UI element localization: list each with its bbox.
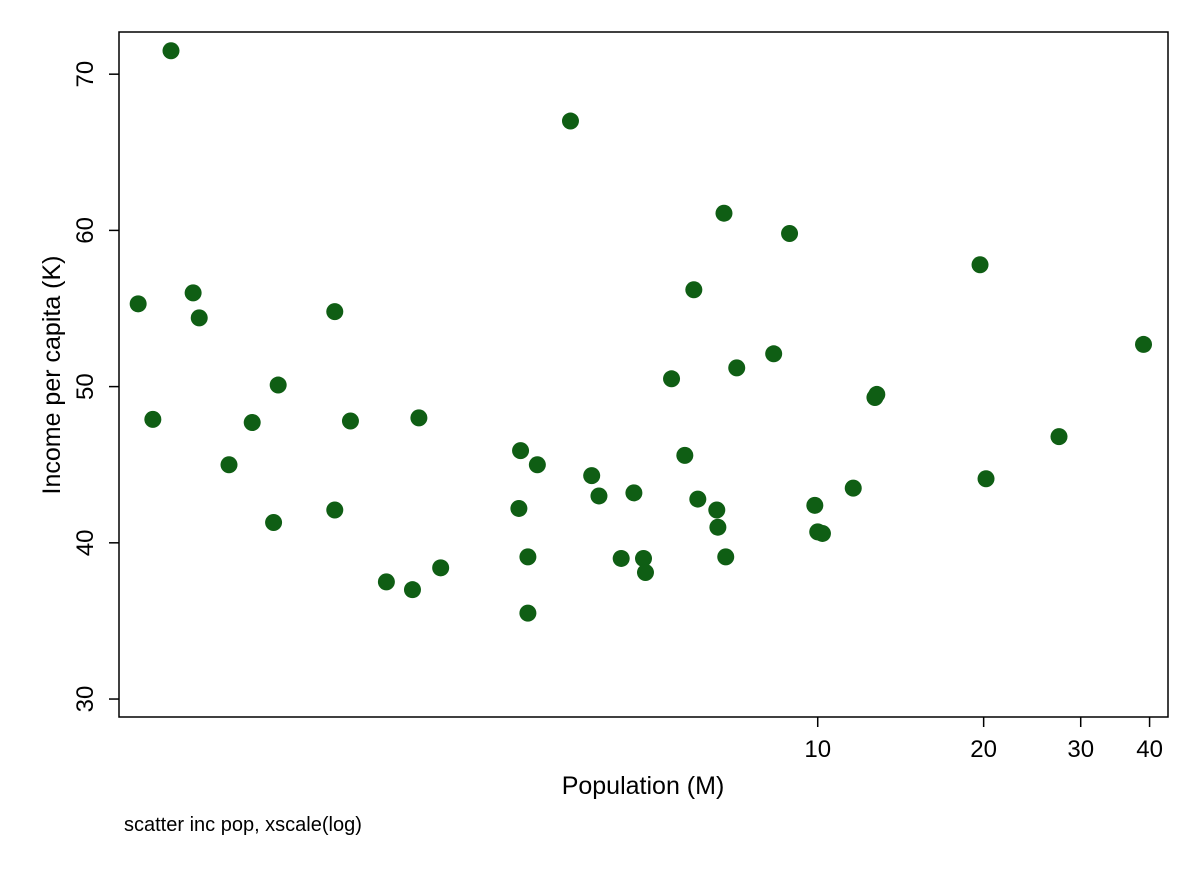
data-point <box>590 487 608 505</box>
data-point <box>269 376 287 394</box>
x-tick-label: 10 <box>804 736 831 763</box>
data-point <box>144 410 162 428</box>
data-point <box>341 412 359 430</box>
data-point <box>728 359 746 377</box>
data-point <box>583 467 601 485</box>
data-point <box>190 309 208 327</box>
command-note: scatter inc pop, xscale(log) <box>124 814 362 836</box>
data-point <box>625 484 643 502</box>
data-point <box>403 581 421 599</box>
data-point <box>184 284 202 302</box>
data-point <box>220 456 238 474</box>
y-tick-label: 60 <box>72 217 99 244</box>
data-point <box>410 409 428 427</box>
data-point <box>326 303 344 321</box>
data-point <box>971 256 989 274</box>
data-point <box>765 345 783 363</box>
data-point <box>1135 335 1153 353</box>
data-point <box>1050 428 1068 446</box>
data-point <box>432 559 450 577</box>
data-point <box>813 524 831 542</box>
data-point <box>635 549 653 567</box>
data-point <box>243 414 261 432</box>
data-point <box>265 514 283 532</box>
data-point <box>708 501 726 519</box>
data-point <box>129 295 147 313</box>
data-point <box>676 446 694 464</box>
data-point <box>709 518 727 536</box>
data-point <box>781 225 799 243</box>
plot-area <box>118 31 1169 718</box>
x-axis-label: Population (M) <box>562 772 725 800</box>
y-tick-label: 30 <box>72 686 99 713</box>
y-tick-label: 50 <box>72 373 99 400</box>
data-point <box>717 548 735 566</box>
data-point <box>519 548 537 566</box>
data-point <box>326 501 344 519</box>
y-tick-label: 70 <box>72 61 99 88</box>
data-point <box>806 496 824 514</box>
data-point <box>519 604 537 622</box>
data-point <box>561 112 579 130</box>
data-point <box>868 385 886 403</box>
x-tick-label: 30 <box>1067 736 1094 763</box>
data-point <box>689 490 707 508</box>
data-point <box>162 42 180 60</box>
y-axis-label: Income per capita (K) <box>38 256 66 495</box>
data-point <box>663 370 681 388</box>
data-point <box>715 204 733 222</box>
data-point <box>510 499 528 517</box>
data-point <box>377 573 395 591</box>
x-tick-label: 40 <box>1136 736 1163 763</box>
data-point <box>636 564 654 582</box>
data-point <box>685 281 703 299</box>
data-point <box>612 549 630 567</box>
data-point <box>844 479 862 497</box>
data-point <box>528 456 546 474</box>
y-tick-label: 40 <box>72 529 99 556</box>
data-point <box>512 442 530 460</box>
x-tick-label: 20 <box>970 736 997 763</box>
data-point <box>977 470 995 488</box>
